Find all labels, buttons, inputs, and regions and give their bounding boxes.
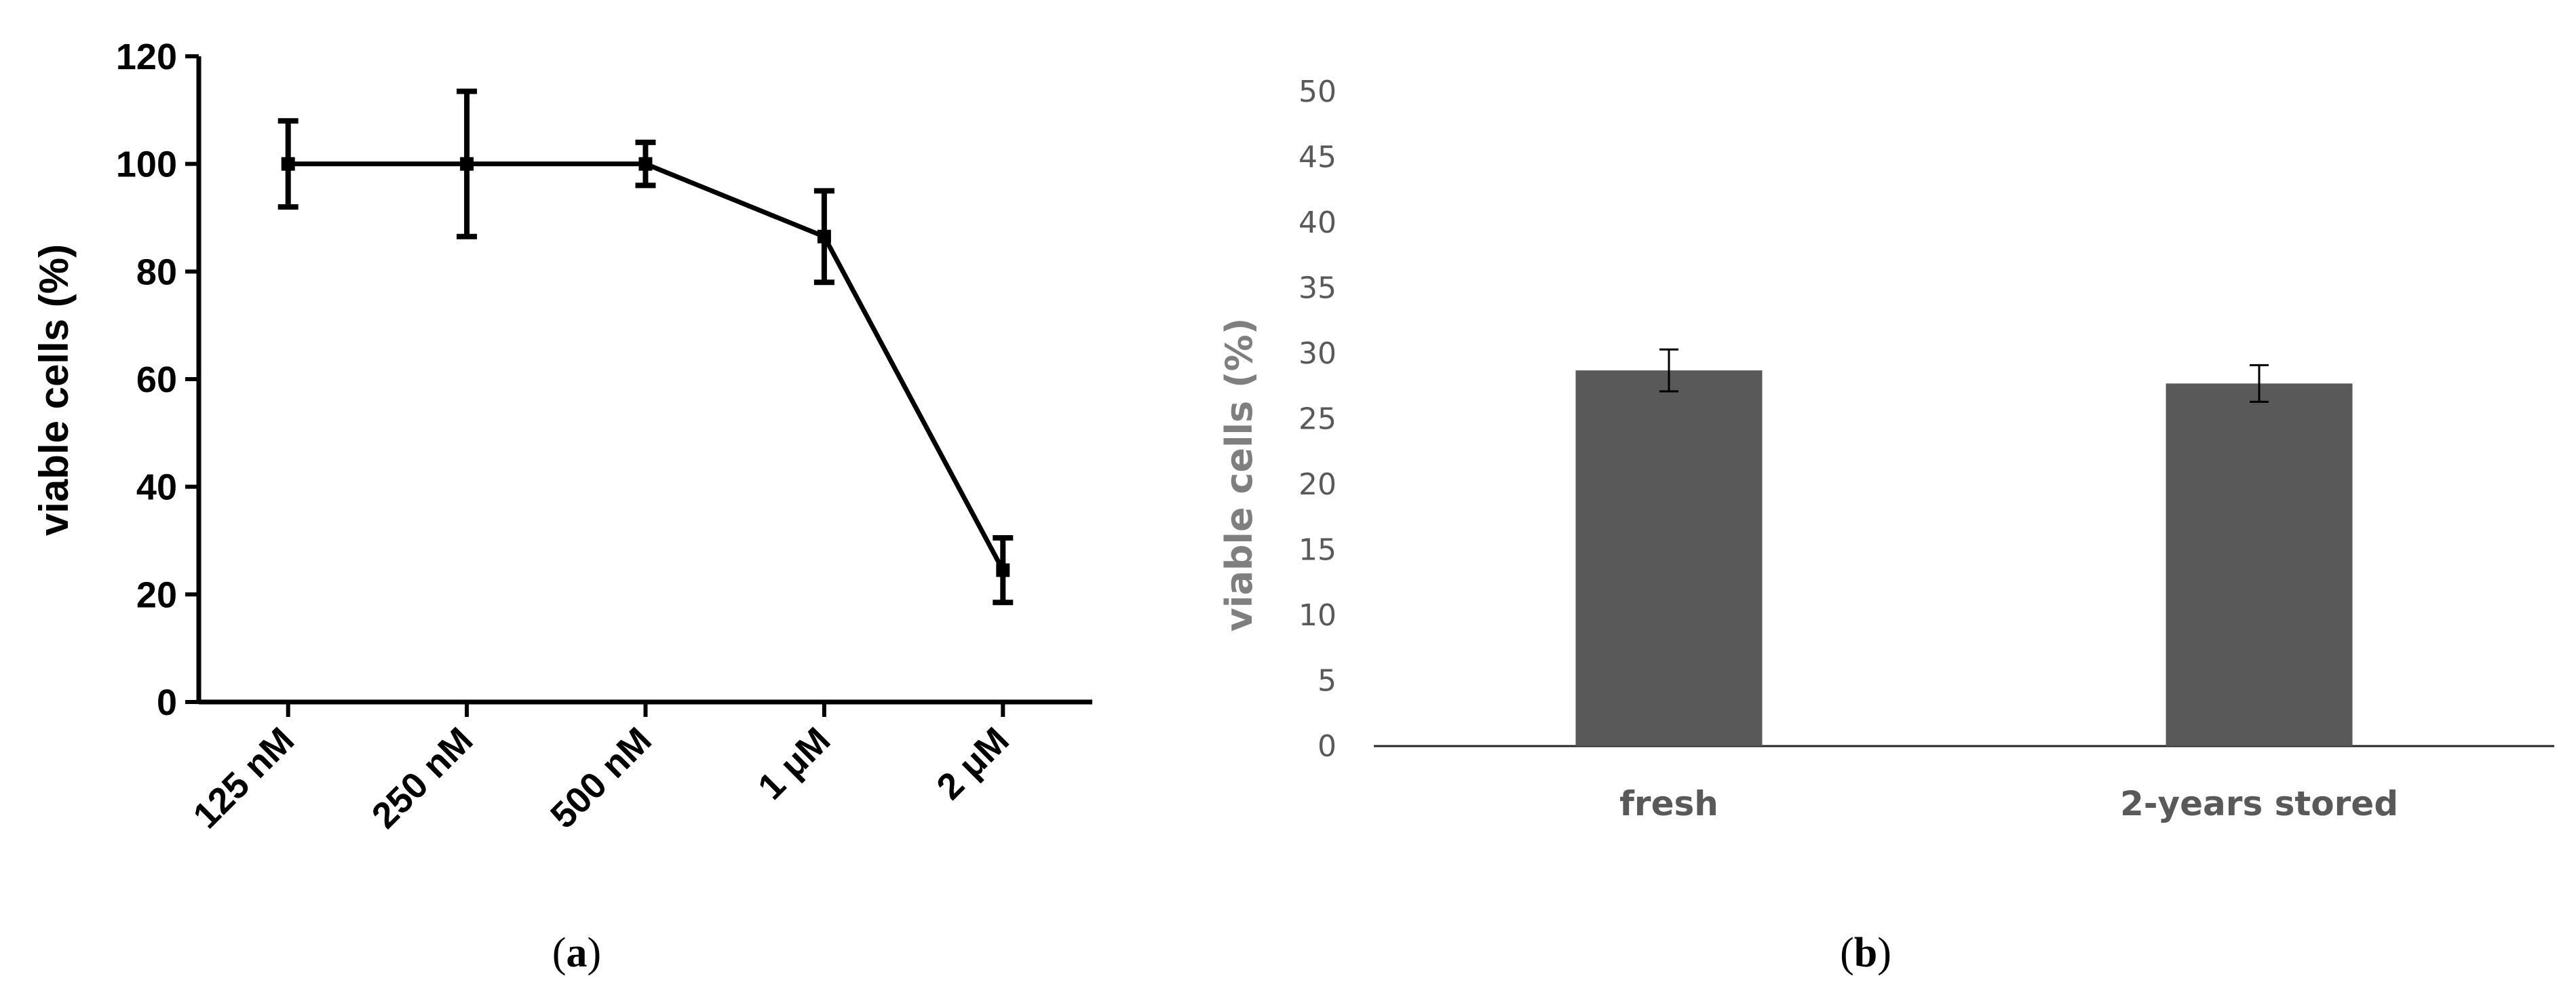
panel-letter-b: b	[1854, 930, 1877, 976]
data-point-a	[817, 229, 831, 243]
y-tick-label-a: 80	[136, 252, 177, 292]
y-tick-label-a: 100	[116, 144, 177, 185]
y-tick-label-a: 40	[136, 467, 177, 508]
y-tick-label-b: 5	[1318, 664, 1337, 699]
panel-label-a: (a)	[552, 930, 601, 976]
x-tick-label-a: 125 nM	[185, 720, 302, 836]
y-tick-label-b: 0	[1318, 729, 1337, 764]
chart-panel-a: 0 20 40 60 80 100 120 125 nM 250 nM 500 nM 1 μM 2 …	[31, 37, 1092, 976]
x-tick-labels-a: 125 nM 250 nM 500 nM 1 μM 2 μM	[185, 720, 1016, 836]
bar-b	[2166, 383, 2353, 746]
x-tick-label-b: 2-years stored	[2120, 784, 2398, 823]
y-tick-label-b: 40	[1299, 206, 1337, 240]
x-tick-label-a: 2 μM	[929, 720, 1016, 807]
y-axis-label-b: viable cells (%)	[1218, 318, 1261, 632]
y-tick-label-a: 20	[136, 574, 177, 615]
y-tick-label-b: 10	[1299, 598, 1337, 633]
data-point-a	[638, 157, 653, 171]
y-tick-label-a: 120	[116, 37, 177, 77]
data-point-a	[460, 157, 474, 171]
data-point-a	[996, 563, 1010, 577]
series-line-a	[288, 161, 1005, 572]
panel-letter-a: a	[566, 930, 588, 976]
y-tick-label-b: 50	[1299, 75, 1337, 109]
y-tick-label-a: 0	[157, 682, 177, 723]
y-tick-label-b: 20	[1299, 467, 1337, 502]
chart-panel-b: 0 5 10 15 20 25 30 35 40 45 50 fresh 2-years stored…	[1218, 75, 2554, 976]
data-point-a	[281, 157, 295, 171]
y-tick-label-b: 15	[1299, 533, 1337, 568]
y-axis-label-a: viable cells (%)	[31, 244, 77, 536]
y-tick-labels-b: 0 5 10 15 20 25 30 35 40 45 50	[1299, 75, 1337, 764]
x-tick-label-a: 500 nM	[543, 720, 659, 836]
x-tick-label-a: 1 μM	[750, 720, 838, 807]
bar-b	[1575, 370, 1763, 746]
panel-label-b: (b)	[1840, 930, 1891, 976]
y-tick-label-a: 60	[136, 359, 177, 400]
x-tick-label-a: 250 nM	[364, 720, 481, 836]
data-marks-b	[1575, 348, 2353, 746]
x-tick-label-b: fresh	[1619, 784, 1718, 823]
axes-a	[185, 54, 1092, 717]
y-tick-label-b: 35	[1299, 271, 1337, 306]
y-tick-label-b: 25	[1299, 402, 1337, 437]
y-tick-label-b: 30	[1299, 336, 1337, 371]
data-marks-a	[277, 88, 1014, 606]
x-tick-labels-b: fresh 2-years stored	[1619, 784, 2398, 823]
y-tick-label-b: 45	[1299, 140, 1337, 175]
y-tick-labels-a: 0 20 40 60 80 100 120	[116, 37, 177, 723]
